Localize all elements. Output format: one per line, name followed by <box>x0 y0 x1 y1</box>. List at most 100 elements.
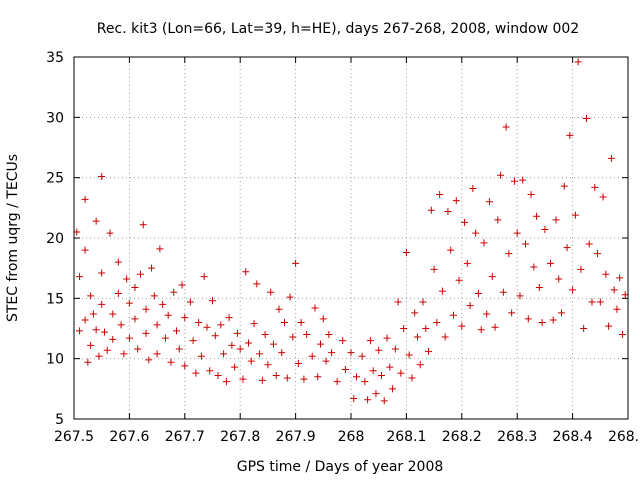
data-point-marker <box>170 288 178 296</box>
data-point-marker <box>402 248 410 256</box>
data-point-marker <box>100 328 108 336</box>
data-point-marker <box>125 299 133 307</box>
data-point-marker <box>98 172 106 180</box>
data-point-marker <box>427 206 435 214</box>
data-point-marker <box>596 298 604 306</box>
data-point-marker <box>269 340 277 348</box>
data-point-marker <box>200 273 208 281</box>
data-point-marker <box>377 372 385 380</box>
data-point-marker <box>582 115 590 123</box>
data-point-marker <box>560 182 568 190</box>
data-point-marker <box>197 352 205 360</box>
y-tick-label: 35 <box>46 50 64 66</box>
data-point-marker <box>472 229 480 237</box>
data-point-marker <box>350 394 358 402</box>
data-point-marker <box>538 318 546 326</box>
x-tick-label: 267.9 <box>276 429 316 445</box>
data-point-marker <box>510 177 518 185</box>
data-point-marker <box>87 341 95 349</box>
data-point-marker <box>372 390 380 398</box>
data-point-marker <box>524 315 532 323</box>
data-point-marker <box>391 345 399 353</box>
data-point-marker <box>397 369 405 377</box>
data-point-marker <box>136 270 144 278</box>
x-tick-label: 267.5 <box>54 429 94 445</box>
data-point-marker <box>172 327 180 335</box>
data-point-marker <box>497 171 505 179</box>
data-point-marker <box>569 286 577 294</box>
x-tick-label: 268.4 <box>553 429 593 445</box>
data-point-marker <box>317 340 325 348</box>
data-point-marker <box>159 300 167 308</box>
data-point-marker <box>308 352 316 360</box>
data-point-marker <box>322 357 330 365</box>
data-point-marker <box>81 246 89 254</box>
data-point-marker <box>522 240 530 248</box>
data-point-marker <box>563 244 571 252</box>
x-tick-label: 268.3 <box>497 429 537 445</box>
data-point-marker <box>400 325 408 332</box>
data-point-marker <box>394 298 402 306</box>
y-tick-label: 15 <box>46 291 64 307</box>
data-point-marker <box>131 283 139 291</box>
data-point-marker <box>430 265 438 273</box>
data-point-marker <box>480 239 488 247</box>
axis-ticks <box>73 56 629 420</box>
data-point-marker <box>239 375 247 383</box>
data-point-marker <box>161 334 169 342</box>
data-point-marker <box>591 183 599 191</box>
data-point-marker <box>134 345 142 353</box>
data-point-marker <box>616 274 624 282</box>
data-point-marker <box>422 325 430 332</box>
data-point-marker <box>549 316 557 324</box>
data-point-marker <box>217 321 225 329</box>
data-point-marker <box>571 211 579 219</box>
data-point-marker <box>452 197 460 205</box>
data-point-marker <box>76 327 84 335</box>
data-point-marker <box>499 288 507 296</box>
data-point-marker <box>408 374 416 382</box>
x-tick-labels: 267.5 267.6 267.7 267.8 267.9 268 268.1 268.2 26… <box>54 429 640 445</box>
data-point-marker <box>236 345 244 353</box>
data-point-marker <box>319 315 327 323</box>
data-point-marker <box>292 259 300 267</box>
x-tick-label: 267.7 <box>165 429 205 445</box>
data-point-marker <box>347 349 355 357</box>
data-point-marker <box>264 361 272 369</box>
x-tick-label: 268.1 <box>386 429 426 445</box>
data-point-marker <box>109 310 117 318</box>
data-point-marker <box>516 292 524 300</box>
y-axis-label: STEC from uqrg / TECUs <box>5 154 21 322</box>
data-point-marker <box>502 123 510 131</box>
data-point-marker <box>535 283 543 291</box>
data-point-marker <box>117 321 125 329</box>
data-point-marker <box>353 373 361 381</box>
data-point-marker <box>114 258 122 266</box>
data-point-marker <box>106 229 114 237</box>
data-point-marker <box>89 310 97 318</box>
data-point-marker <box>195 318 203 326</box>
data-point-marker <box>289 333 297 341</box>
data-point-marker <box>286 293 294 301</box>
data-point-marker <box>98 269 106 277</box>
y-tick-label: 5 <box>55 412 64 428</box>
data-point-marker <box>311 304 319 312</box>
data-point-marker <box>361 378 369 386</box>
data-point-marker <box>164 311 172 319</box>
data-point-marker <box>278 349 286 357</box>
data-point-marker <box>494 216 502 224</box>
data-point-marker <box>253 280 261 288</box>
data-point-marker <box>300 375 308 383</box>
data-point-marker <box>209 297 216 305</box>
data-point-marker <box>142 329 150 337</box>
data-point-marker <box>411 309 419 317</box>
data-point-marker <box>181 362 189 370</box>
data-point-marker <box>103 346 111 354</box>
data-point-marker <box>425 347 433 355</box>
data-point-marker <box>449 311 457 319</box>
x-tick-label: 267.6 <box>109 429 149 445</box>
data-point-marker <box>245 339 253 347</box>
data-point-marker <box>233 329 241 337</box>
data-point-marker <box>610 286 618 294</box>
data-point-marker <box>474 290 482 298</box>
